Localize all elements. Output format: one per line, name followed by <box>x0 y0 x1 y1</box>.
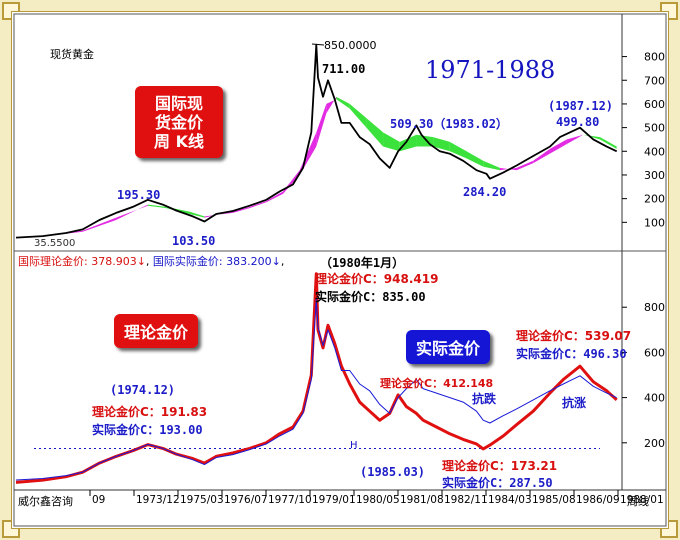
weekly-badge-line: 货金价 <box>154 112 203 132</box>
ma-band-segment <box>316 103 327 147</box>
y-tick-label: 800 <box>644 301 665 314</box>
ma-band-segment <box>399 134 417 152</box>
annotation-resist-rise: 抗涨 <box>562 396 587 410</box>
y-tick-label: 200 <box>644 193 665 206</box>
actual-price-line <box>15 298 617 481</box>
peak-pointer <box>311 43 325 46</box>
annotation-top-peak: 711.00 <box>322 62 366 76</box>
y-tick-label: 600 <box>644 98 665 111</box>
annotation-top-1987-date: (1987.12) <box>548 99 614 113</box>
annotation-1980-theory: 理论金价C：948.419 <box>315 272 439 286</box>
reference-line-label: H <box>350 440 358 451</box>
annotation-1987-theory: 理论金价C：539.07 <box>516 329 632 343</box>
ma-band-segment <box>483 160 500 171</box>
annotation-top-peak-max: 850.0000 <box>324 39 377 52</box>
instrument-label: 现货黄金 <box>50 48 94 61</box>
annotation-1980-date: （1980年1月） <box>320 256 405 270</box>
y-tick-label: 800 <box>644 51 665 64</box>
ma-band-segment <box>249 201 267 209</box>
status-line: 国际理论金价: 378.903↓, 国际实际金价: 383.200↓, <box>18 255 285 268</box>
annotation-top-1983: 509.30（1983.02） <box>390 117 508 131</box>
x-tick-label: 1977/10 <box>268 494 312 506</box>
actual-price-badge: 实际金价 <box>406 330 490 364</box>
ma-band-segment <box>383 132 400 152</box>
ma-band-segment <box>549 139 567 154</box>
annotation-1974-theory: 理论金价C：191.83 <box>92 405 208 419</box>
x-tick-label: 1988/01 <box>620 494 664 506</box>
annotation-resist-fall: 抗跌 <box>472 392 497 406</box>
ma-band-segment <box>466 151 484 167</box>
ma-band-segment <box>366 118 384 147</box>
x-tick-label: 1980/05 <box>356 494 400 506</box>
annotation-top-1976: 103.50 <box>172 234 216 248</box>
annotation-1982-theory: 理论金价C：412.148 <box>380 377 494 390</box>
annotation-1974-date: (1974.12) <box>110 383 176 397</box>
weekly-kline-badge: 国际现 货金价 周 K线 <box>135 86 223 158</box>
annotation-1985-actual: 实际金价C：287.50 <box>442 476 553 490</box>
x-tick-label: 1981/08 <box>400 494 444 506</box>
status-actual-price: 国际实际金价: 383.200↓ <box>152 255 281 268</box>
ma-band-segment <box>433 137 450 152</box>
annotation-1974-actual: 实际金价C：193.00 <box>92 423 203 437</box>
x-tick-label: 1979/01 <box>312 494 356 506</box>
price-line <box>15 43 618 239</box>
annotation-1987-actual: 实际金价C：496.30 <box>516 347 627 361</box>
ma-band-segment <box>232 206 250 213</box>
annotation-1985-date: (1985.03) <box>360 465 426 479</box>
y-tick-label: 600 <box>644 346 665 359</box>
plot-outer-border <box>13 13 667 527</box>
annotation-top-1987: 499.80 <box>556 115 600 129</box>
weekly-badge-line: 周 K线 <box>154 131 204 151</box>
x-tick-label: 1982/11 <box>444 494 488 506</box>
y-tick-label: 400 <box>644 392 665 405</box>
period-title: 1971-1988 <box>425 56 556 84</box>
y-tick-label: 400 <box>644 145 665 158</box>
y-tick-label: 100 <box>644 216 665 229</box>
annotation-top-1985: 284.20 <box>463 185 507 199</box>
x-tick-label: 1985/08 <box>532 494 576 506</box>
ma-band-segment <box>336 96 350 109</box>
x-tick-label: 1976/07 <box>224 494 268 506</box>
ma-band-segment <box>516 160 534 171</box>
theory-price-badge: 理论金价 <box>114 314 198 348</box>
annotation-top-start-low: 35.5500 <box>34 238 76 249</box>
status-theory-price: 国际理论金价: 378.903↓ <box>18 255 146 268</box>
y-tick-label: 300 <box>644 169 665 182</box>
x-tick-label: 1986/09 <box>576 494 620 506</box>
ma-band-segment <box>349 103 367 128</box>
ma-band-segment <box>533 148 550 164</box>
y-tick-label: 700 <box>644 74 665 87</box>
y-tick-label: 200 <box>644 437 665 450</box>
ma-band-segment <box>326 96 337 114</box>
footer-brand: 威尔鑫咨询 <box>18 495 73 508</box>
annotation-top-1974: 195.30 <box>117 188 161 202</box>
ma-band-segment <box>189 211 205 218</box>
ma-band-segment <box>449 141 467 159</box>
ma-band-segment <box>116 204 148 220</box>
ma-band-segment <box>82 217 117 232</box>
annotation-1985-theory: 理论金价C：173.21 <box>442 459 558 473</box>
x-tick-label: 1973/12 <box>136 494 180 506</box>
x-tick-label: 1984/03 <box>488 494 532 506</box>
annotation-1980-actual: 实际金价C：835.00 <box>315 290 426 304</box>
ma-band-segment <box>147 204 167 209</box>
ma-band-segment <box>499 167 517 171</box>
x-tick-label: 09 <box>92 494 105 506</box>
ma-band-segment <box>266 191 283 203</box>
y-tick-label: 500 <box>644 122 665 135</box>
ma-band-segment <box>566 134 584 145</box>
x-tick-label: 1975/03 <box>180 494 224 506</box>
ma-band-segment <box>599 137 617 149</box>
ma-band-segment <box>282 170 300 194</box>
footer-week-suffix: 周线 <box>627 495 649 508</box>
chart-area <box>11 11 669 529</box>
weekly-badge-line: 国际现 <box>154 93 203 113</box>
